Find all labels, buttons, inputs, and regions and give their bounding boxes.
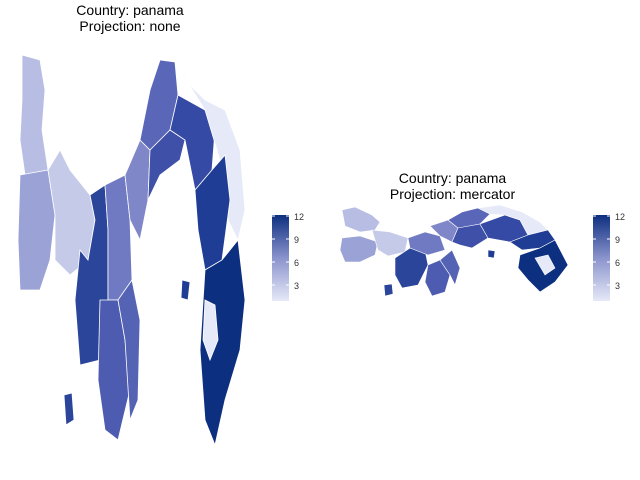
legend-colorbar: [272, 215, 289, 301]
region-embera: [202, 299, 219, 362]
region-island-south: [63, 392, 75, 426]
panel-title-none: Country: panama Projection: none: [40, 2, 220, 34]
panel-title-mercator: Country: panama Projection: mercator: [370, 170, 535, 202]
region-west-island: [17, 169, 56, 291]
region-veraguas: [407, 231, 446, 256]
legend-tick-label: 6: [294, 258, 299, 268]
region-west-island: [339, 235, 379, 263]
legend-ticks: [272, 215, 289, 286]
region-bocas-del-toro: [19, 54, 49, 176]
legend-tick-label: 6: [615, 258, 620, 268]
legend-tick-label: 9: [294, 235, 299, 245]
map-none-regions: [17, 54, 246, 447]
title-country: Country: panama: [76, 2, 184, 18]
title-projection: Projection: mercator: [389, 186, 516, 202]
legend-tick-label: 3: [615, 281, 620, 291]
legend-colorbar: [593, 215, 610, 301]
legend-none: 3 6 9 12: [272, 212, 304, 301]
legend-tick-label: 12: [615, 212, 625, 222]
region-los-santos: [117, 279, 141, 421]
region-pearl-islands: [180, 279, 191, 301]
legend-mercator: 3 6 9 12: [593, 212, 625, 301]
region-island-south: [383, 283, 394, 297]
legend-tick-label: 9: [615, 235, 620, 245]
region-embera: [534, 254, 556, 276]
region-bocas-del-toro: [341, 206, 381, 233]
title-country: Country: panama: [398, 170, 507, 186]
region-chiriqui: [394, 247, 429, 289]
region-pearl-islands: [487, 249, 496, 259]
legend-tick-label: 3: [294, 281, 299, 291]
legend-ticks: [593, 215, 610, 286]
title-projection: Projection: none: [79, 18, 181, 34]
region-darien: [199, 239, 246, 447]
map-mercator-regions: [339, 204, 569, 297]
region-los-santos: [439, 249, 461, 286]
region-west-b: [371, 229, 409, 257]
region-west-b: [47, 149, 96, 276]
legend-tick-label: 12: [294, 212, 304, 222]
